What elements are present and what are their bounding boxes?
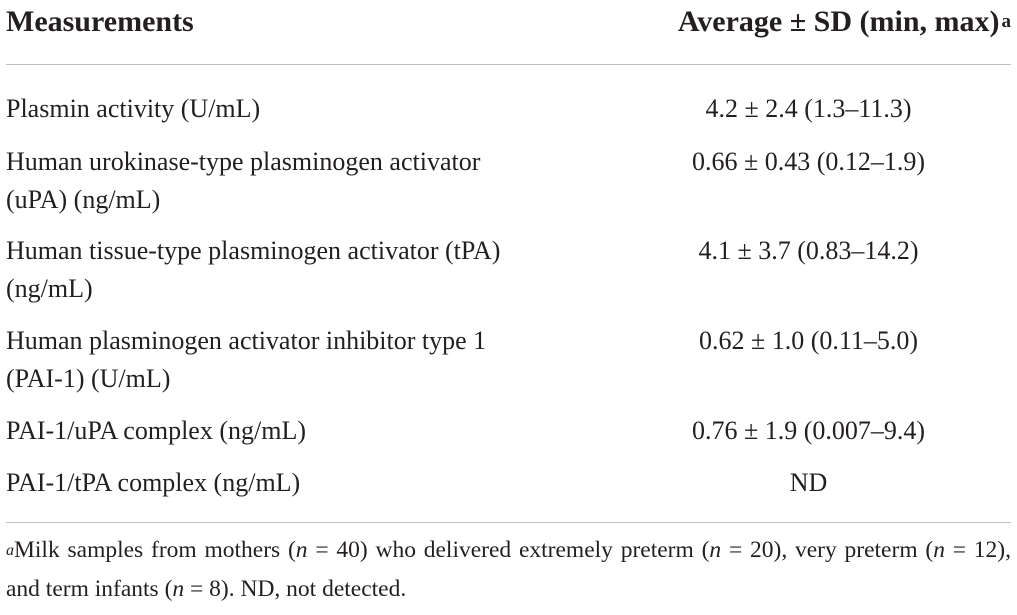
value-cell: 4.1 ± 3.7 (0.83–14.2)	[698, 236, 919, 265]
value-cell: 0.76 ± 1.9 (0.007–9.4)	[691, 416, 926, 445]
value-cell: 0.66 ± 0.43 (0.12–1.9)	[691, 147, 926, 176]
footnote-n-symbol: n	[933, 537, 945, 563]
footnote-n-symbol: n	[295, 537, 308, 563]
value-cell: 4.2 ± 2.4 (1.3–11.3)	[705, 94, 912, 123]
footnote-text: = 8). ND, not detected.	[184, 576, 407, 602]
footnote-marker-header: a	[1001, 11, 1012, 32]
footnote-n-symbol: n	[709, 537, 722, 563]
footnote-marker: a	[6, 542, 14, 559]
value-cell: 0.62 ± 1.0 (0.11–5.0)	[698, 326, 919, 355]
table-header-row: Measurements Average ± SD (min, max) a	[6, 0, 1011, 44]
header-rule	[6, 64, 1011, 65]
footnote-text: = 12), and term infants (	[6, 537, 1012, 602]
measurement-cell: PAI-1/uPA complex (ng/mL)	[6, 416, 306, 445]
measurement-cell: PAI-1/tPA complex (ng/mL)	[6, 468, 301, 497]
footnote-n-symbol: n	[172, 576, 185, 602]
measurement-cell: Human plasminogen activator inhibitor ty…	[6, 326, 487, 393]
table-footnote: aMilk samples from mothers (n = 40) who …	[6, 532, 1011, 607]
column-header-measurements: Measurements	[6, 5, 194, 38]
footer-rule	[6, 522, 1011, 523]
column-header-average: Average ± SD (min, max) a	[678, 4, 1011, 44]
measurement-cell: Plasmin activity (U/mL)	[6, 94, 261, 123]
measurement-cell: Human urokinase-type plasminogen activat…	[6, 147, 481, 214]
footnote-text: = 20), very preterm (	[721, 537, 934, 563]
measurement-cell: Human tissue-type plasminogen activator …	[6, 236, 501, 303]
footnote-text: Milk samples from mothers (	[14, 537, 296, 563]
footnote-text: = 40) who delivered extremely preterm (	[307, 537, 710, 563]
column-header-average-label: Average ± SD (min, max)	[677, 5, 1000, 38]
value-cell: ND	[789, 468, 828, 497]
